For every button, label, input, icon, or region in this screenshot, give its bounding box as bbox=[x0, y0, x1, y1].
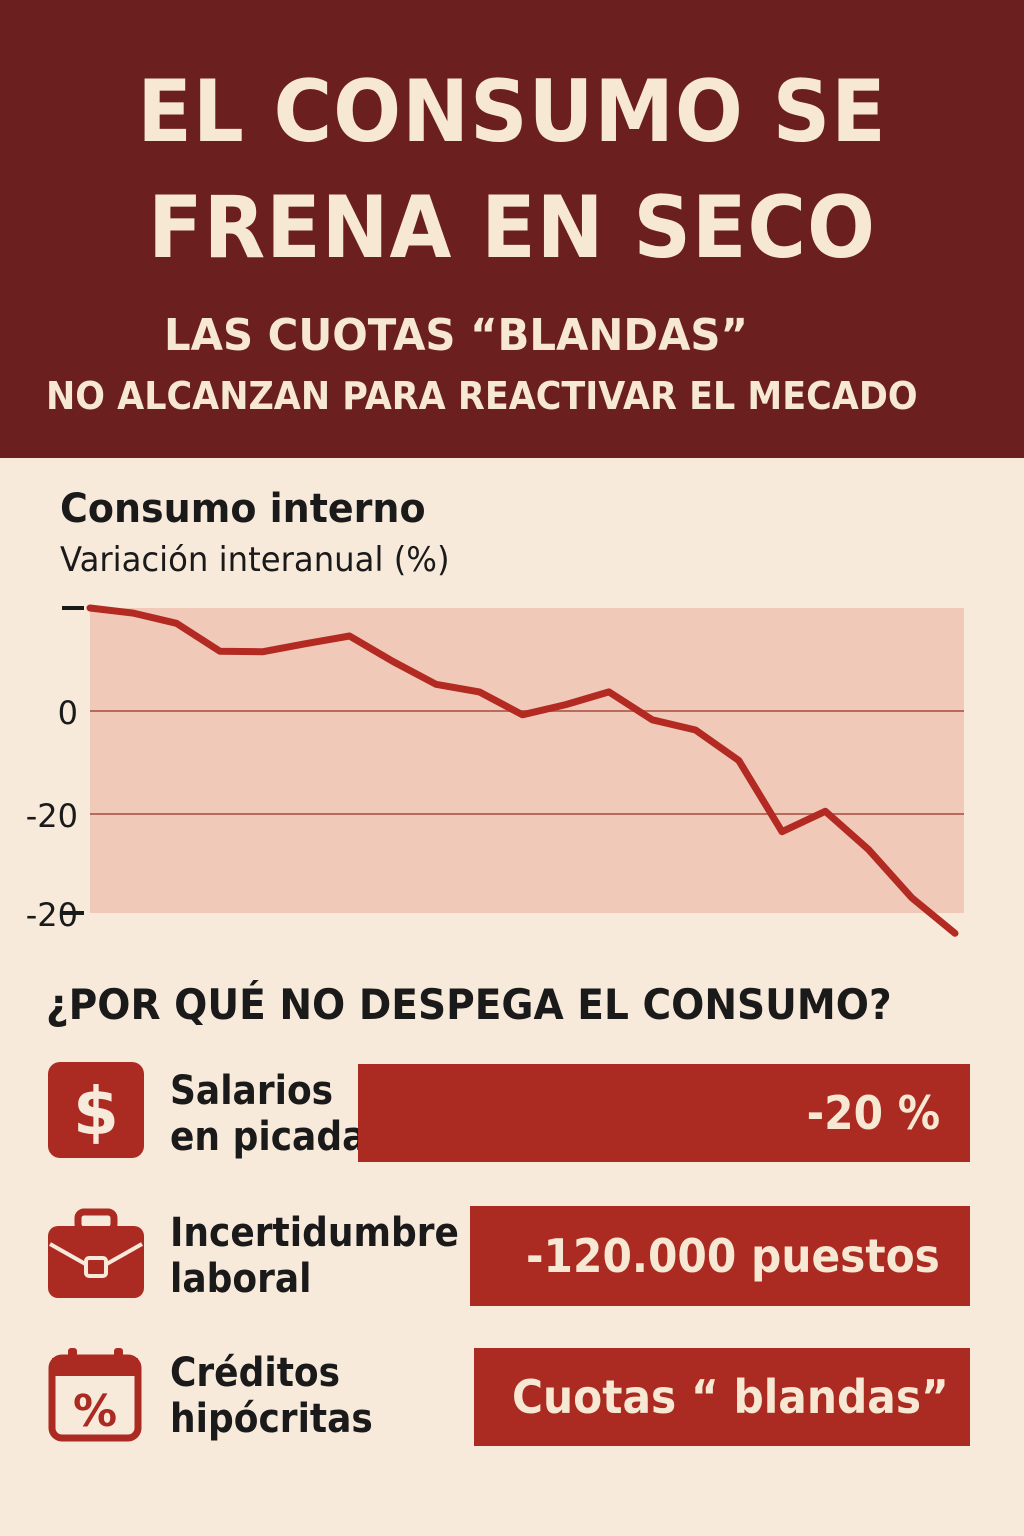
section-question: ¿POR QUÉ NO DESPEGA EL CONSUMO? bbox=[46, 980, 892, 1029]
reason-label: Incertidumbre laboral bbox=[170, 1210, 459, 1302]
y-tick-label: -20 bbox=[26, 797, 78, 835]
header-banner: EL CONSUMO SE FRENA EN SECO LAS CUOTAS “… bbox=[0, 0, 1024, 458]
headline-line-1: EL CONSUMO SE bbox=[137, 62, 887, 162]
chart-subtitle: Variación interanual (%) bbox=[60, 540, 450, 580]
headline-line-2: FRENA EN SECO bbox=[148, 178, 876, 278]
calendar-percent-icon: % bbox=[48, 1346, 144, 1442]
subheadline-line-2: NO ALCANZAN PARA REACTIVAR EL MECADO bbox=[46, 374, 918, 418]
line-chart: 0-20-20 bbox=[26, 604, 964, 937]
reason-label: Salarios en picada bbox=[170, 1068, 367, 1160]
reason-value-bar: -120.000 puestos bbox=[470, 1206, 970, 1306]
svg-text:$: $ bbox=[73, 1073, 119, 1150]
series-line bbox=[86, 604, 959, 937]
y-tick-label: 0 bbox=[58, 694, 78, 732]
chart-plot-area bbox=[90, 608, 964, 913]
svg-text:%: % bbox=[73, 1386, 117, 1437]
briefcase-icon bbox=[48, 1208, 144, 1304]
dollar-icon: $ bbox=[48, 1062, 144, 1158]
reason-value-bar: -20 % bbox=[358, 1064, 970, 1162]
subheadline-line-1: LAS CUOTAS “BLANDAS” bbox=[164, 310, 748, 361]
chart-title: Consumo interno bbox=[60, 486, 426, 532]
reason-value-bar: Cuotas “ blandas” bbox=[474, 1348, 970, 1446]
reason-label: Créditos hipócritas bbox=[170, 1350, 373, 1442]
